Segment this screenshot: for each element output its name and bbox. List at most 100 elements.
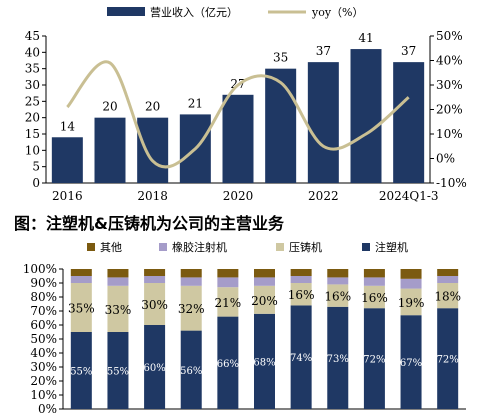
y-tick-label: 50% — [30, 332, 57, 346]
segment-other — [290, 269, 312, 276]
segment-injection — [180, 330, 202, 409]
segment-value-label: 67% — [400, 358, 422, 369]
legend: 营业收入（亿元） yoy（%） — [107, 5, 364, 19]
revenue-bar — [393, 62, 425, 184]
left-y-tick-label: 20 — [25, 111, 40, 125]
segment-value-label: 66% — [217, 359, 239, 370]
right-y-tick-label: 40% — [436, 54, 463, 68]
revenue-value-label: 20 — [102, 100, 117, 114]
segment-rubber — [327, 277, 349, 285]
left-y-tick-label: 0 — [32, 176, 40, 190]
segment-other — [254, 269, 275, 278]
segment-value-label: 68% — [253, 357, 275, 368]
right-y-tick-label: 20% — [436, 103, 463, 117]
segment-other — [70, 269, 92, 276]
segment-value-label: 19% — [398, 296, 425, 310]
left-y-tick-label: 35 — [25, 62, 40, 76]
segment-injection — [217, 316, 239, 409]
legend-swatch-revenue — [107, 7, 145, 16]
business-mix-chart: 其他 橡胶注射机 压铸机 注塑机0%10%20%30%40%50%60%70%80%9… — [23, 240, 466, 416]
legend: 其他 橡胶注射机 压铸机 注塑机 — [87, 240, 408, 254]
segment-die-casting — [180, 285, 202, 331]
revenue-value-label: 35 — [273, 51, 288, 65]
right-y-tick-label: 10% — [436, 127, 463, 141]
x-tick-label: 2016 — [52, 189, 83, 203]
revenue-value-label: 41 — [358, 31, 373, 45]
segment-value-label: 74% — [290, 353, 312, 364]
segment-die-casting — [363, 285, 385, 309]
segment-value-label: 33% — [105, 303, 132, 317]
y-tick-label: 90% — [30, 276, 57, 290]
segment-value-label: 30% — [141, 298, 168, 312]
legend-label: 橡胶注射机 — [172, 240, 227, 254]
segment-value-label: 16% — [288, 288, 315, 302]
segment-die-casting — [400, 288, 422, 316]
segment-rubber — [180, 277, 202, 286]
revenue-bar — [265, 68, 297, 183]
segment-rubber — [363, 277, 385, 286]
legend-label-yoy: yoy（%） — [311, 6, 364, 19]
x-tick-label: 2024Q1-3 — [379, 189, 439, 203]
y-tick-label: 100% — [23, 262, 57, 276]
revenue-bar — [350, 49, 382, 183]
segment-value-label: 35% — [68, 302, 95, 316]
segment-other — [180, 269, 202, 278]
revenue-bar — [51, 137, 83, 183]
revenue-value-label: 14 — [60, 119, 76, 133]
segment-value-label: 60% — [143, 363, 165, 374]
segment-value-label: 72% — [363, 355, 385, 366]
segment-value-label: 18% — [434, 290, 461, 304]
segment-value-label: 32% — [178, 302, 205, 316]
segment-die-casting — [70, 283, 92, 332]
left-y-tick-label: 40 — [25, 45, 40, 59]
y-tick-label: 60% — [30, 318, 57, 332]
y-tick-label: 20% — [30, 374, 57, 388]
segment-injection — [144, 325, 166, 409]
legend-label: 其他 — [100, 241, 122, 254]
segment-die-casting — [437, 283, 459, 309]
legend-label: 压铸机 — [289, 240, 322, 254]
segment-injection — [363, 308, 385, 409]
segment-rubber — [290, 276, 312, 283]
segment-rubber — [107, 277, 129, 286]
segment-value-label: 56% — [180, 366, 202, 377]
right-y-tick-label: -10% — [436, 176, 467, 190]
segment-value-label: 55% — [107, 367, 129, 378]
segment-value-label: 72% — [437, 355, 459, 366]
segment-other — [363, 269, 385, 278]
segment-injection — [437, 308, 459, 409]
x-tick-label: 2020 — [223, 189, 254, 203]
revenue-bar — [94, 117, 126, 183]
yoy-line — [66, 60, 410, 169]
legend-label: 注塑机 — [375, 240, 408, 254]
segment-die-casting — [327, 284, 349, 307]
revenue-value-label: 21 — [188, 96, 203, 110]
segment-other — [107, 269, 129, 278]
left-y-tick-label: 25 — [25, 94, 40, 108]
segment-other — [437, 269, 459, 276]
segment-die-casting — [217, 287, 239, 317]
right-y-tick-label: 0% — [436, 152, 455, 166]
y-tick-label: 0% — [38, 402, 57, 416]
segment-die-casting — [254, 285, 275, 314]
segment-rubber — [70, 276, 92, 283]
segment-injection — [107, 332, 129, 409]
revenue-value-label: 37 — [316, 44, 331, 58]
segment-rubber — [254, 277, 275, 286]
left-y-tick-label: 10 — [25, 143, 40, 157]
segment-other — [217, 269, 239, 278]
figure-caption: 图：注塑机&压铸机为公司的主营业务 — [14, 214, 284, 233]
y-tick-label: 70% — [30, 304, 57, 318]
segment-die-casting — [107, 285, 129, 332]
segment-rubber — [144, 276, 166, 283]
segment-value-label: 16% — [361, 291, 388, 305]
left-y-tick-label: 30 — [25, 78, 40, 92]
segment-rubber — [217, 277, 239, 288]
segment-value-label: 21% — [215, 296, 242, 310]
segment-injection — [327, 306, 349, 409]
revenue-bar — [222, 94, 254, 183]
legend-swatch — [159, 243, 167, 251]
legend-swatch — [87, 243, 95, 251]
revenue-value-label: 37 — [401, 44, 416, 58]
